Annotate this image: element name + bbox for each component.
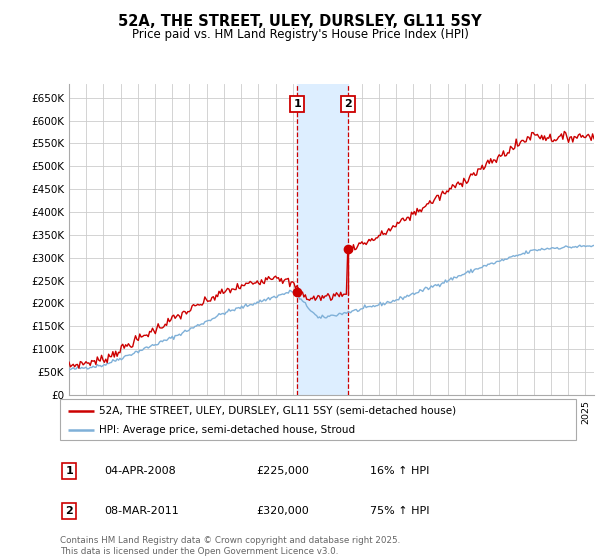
Text: 75% ↑ HPI: 75% ↑ HPI <box>370 506 429 516</box>
Text: Contains HM Land Registry data © Crown copyright and database right 2025.
This d: Contains HM Land Registry data © Crown c… <box>60 536 400 556</box>
Bar <box>298 84 347 395</box>
Text: 2: 2 <box>344 99 352 109</box>
Text: £225,000: £225,000 <box>256 466 309 476</box>
Text: 2: 2 <box>65 506 73 516</box>
Text: Price paid vs. HM Land Registry's House Price Index (HPI): Price paid vs. HM Land Registry's House … <box>131 28 469 41</box>
Text: £320,000: £320,000 <box>256 506 309 516</box>
Text: 08-MAR-2011: 08-MAR-2011 <box>104 506 179 516</box>
Text: 52A, THE STREET, ULEY, DURSLEY, GL11 5SY (semi-detached house): 52A, THE STREET, ULEY, DURSLEY, GL11 5SY… <box>98 405 456 416</box>
Text: 1: 1 <box>293 99 301 109</box>
Text: HPI: Average price, semi-detached house, Stroud: HPI: Average price, semi-detached house,… <box>98 424 355 435</box>
Text: 52A, THE STREET, ULEY, DURSLEY, GL11 5SY: 52A, THE STREET, ULEY, DURSLEY, GL11 5SY <box>118 14 482 29</box>
Text: 04-APR-2008: 04-APR-2008 <box>104 466 176 476</box>
Text: 1: 1 <box>65 466 73 476</box>
Text: 16% ↑ HPI: 16% ↑ HPI <box>370 466 429 476</box>
